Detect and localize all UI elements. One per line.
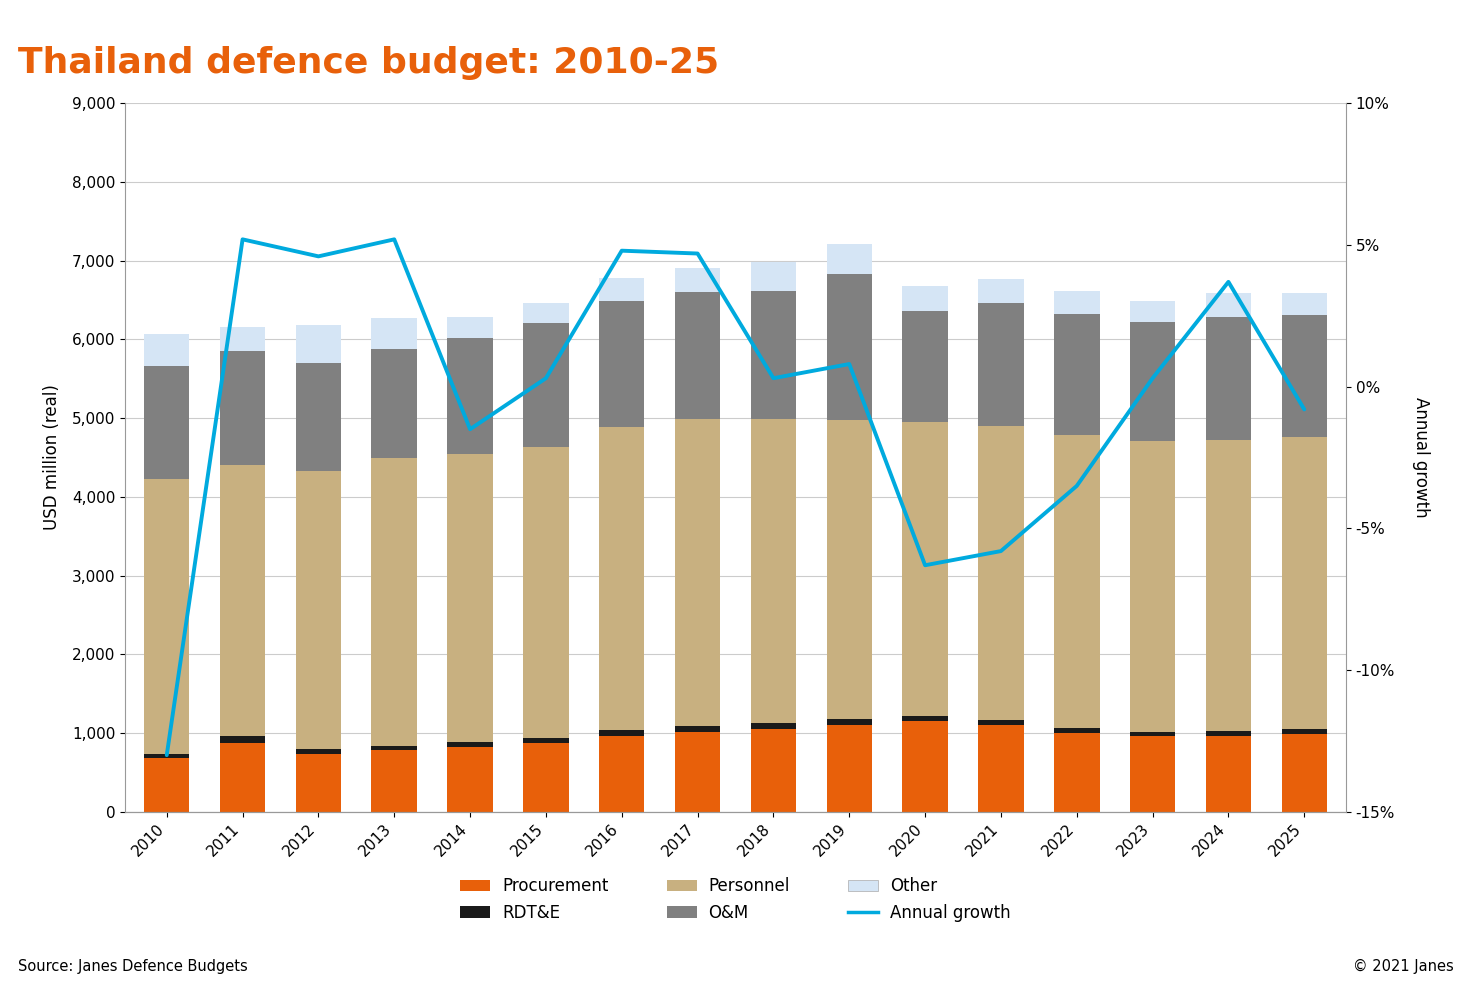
- Bar: [675, 269, 721, 292]
- Bar: [1206, 731, 1252, 736]
- Bar: [827, 275, 872, 420]
- Bar: [675, 292, 721, 419]
- Bar: [1055, 733, 1099, 812]
- Bar: [219, 743, 265, 812]
- Bar: [750, 291, 796, 419]
- Bar: [1206, 440, 1252, 731]
- Bar: [1206, 317, 1252, 440]
- Bar: [675, 726, 721, 732]
- Bar: [750, 419, 796, 723]
- Bar: [599, 427, 644, 730]
- Bar: [1055, 728, 1099, 733]
- Bar: [372, 751, 416, 812]
- Bar: [675, 419, 721, 726]
- Bar: [1130, 731, 1175, 736]
- Bar: [902, 311, 947, 422]
- Bar: [447, 338, 493, 454]
- Bar: [599, 300, 644, 427]
- Bar: [902, 721, 947, 812]
- Bar: [296, 325, 341, 363]
- Bar: [750, 723, 796, 729]
- Bar: [524, 447, 569, 738]
- Bar: [1130, 322, 1175, 441]
- Bar: [1055, 435, 1099, 728]
- Bar: [1055, 291, 1099, 314]
- Bar: [599, 730, 644, 736]
- Bar: [524, 743, 569, 812]
- Bar: [827, 725, 872, 812]
- Bar: [372, 349, 416, 459]
- Bar: [902, 422, 947, 715]
- Text: Thailand defence budget: 2010-25: Thailand defence budget: 2010-25: [18, 45, 719, 80]
- Bar: [827, 244, 872, 275]
- Bar: [219, 736, 265, 743]
- Bar: [296, 363, 341, 470]
- Bar: [524, 323, 569, 447]
- Bar: [219, 351, 265, 465]
- Bar: [978, 426, 1024, 719]
- Bar: [219, 327, 265, 351]
- Bar: [978, 303, 1024, 426]
- Bar: [296, 749, 341, 754]
- Bar: [447, 747, 493, 812]
- Bar: [902, 715, 947, 721]
- Bar: [447, 454, 493, 742]
- Bar: [1281, 729, 1327, 734]
- Bar: [978, 278, 1024, 303]
- Bar: [1281, 438, 1327, 729]
- Text: Source: Janes Defence Budgets: Source: Janes Defence Budgets: [18, 959, 247, 974]
- Bar: [902, 286, 947, 311]
- Text: © 2021 Janes: © 2021 Janes: [1353, 959, 1453, 974]
- Bar: [372, 318, 416, 349]
- Bar: [978, 719, 1024, 725]
- Bar: [524, 738, 569, 743]
- Bar: [827, 719, 872, 725]
- Bar: [1130, 301, 1175, 322]
- Legend: Procurement, RDT&E, Personnel, O&M, Other, Annual growth: Procurement, RDT&E, Personnel, O&M, Othe…: [455, 871, 1016, 929]
- Bar: [750, 263, 796, 291]
- Bar: [978, 725, 1024, 812]
- Bar: [296, 754, 341, 812]
- Bar: [750, 729, 796, 812]
- Bar: [144, 366, 190, 479]
- Bar: [1281, 292, 1327, 316]
- Bar: [144, 759, 190, 812]
- Bar: [447, 742, 493, 747]
- Bar: [827, 420, 872, 719]
- Bar: [219, 465, 265, 736]
- Y-axis label: Annual growth: Annual growth: [1412, 398, 1430, 518]
- Bar: [1206, 736, 1252, 812]
- Bar: [372, 459, 416, 746]
- Bar: [372, 746, 416, 751]
- Bar: [599, 277, 644, 300]
- Bar: [447, 317, 493, 338]
- Bar: [144, 755, 190, 759]
- Bar: [1130, 441, 1175, 731]
- Bar: [1130, 736, 1175, 812]
- Bar: [1206, 293, 1252, 317]
- Bar: [144, 334, 190, 366]
- Bar: [296, 470, 341, 749]
- Bar: [144, 479, 190, 755]
- Bar: [599, 736, 644, 812]
- Y-axis label: USD million (real): USD million (real): [43, 385, 60, 530]
- Bar: [1055, 314, 1099, 435]
- Bar: [1281, 734, 1327, 812]
- Bar: [675, 732, 721, 812]
- Bar: [524, 303, 569, 323]
- Bar: [1281, 316, 1327, 438]
